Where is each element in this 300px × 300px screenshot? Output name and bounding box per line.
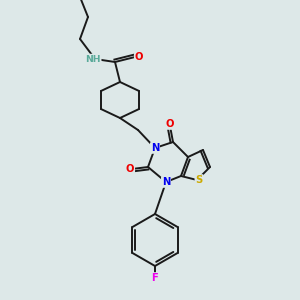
Text: O: O [135,52,143,62]
Text: NH: NH [85,55,101,64]
Text: F: F [152,273,158,283]
Text: O: O [126,164,134,174]
Text: N: N [162,177,170,187]
Text: N: N [151,143,159,153]
Text: S: S [195,175,203,185]
Text: O: O [166,119,174,129]
